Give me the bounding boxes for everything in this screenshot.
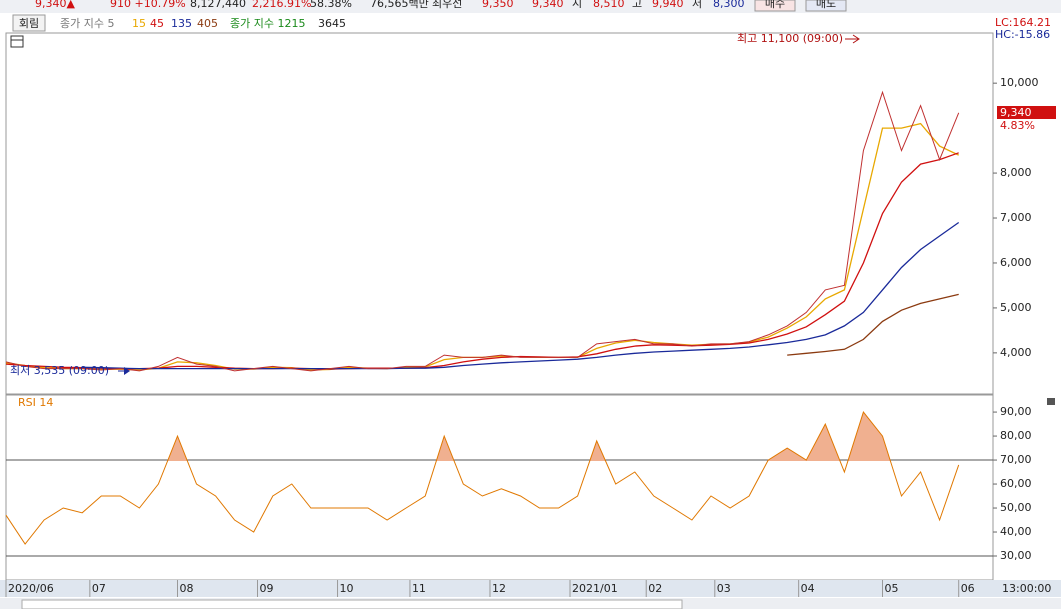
x-tick-label: 09 bbox=[260, 582, 274, 595]
low-arrow-head bbox=[124, 367, 130, 375]
y-tick-label: 30,00 bbox=[1000, 549, 1032, 562]
header-button-label[interactable]: 매도 bbox=[816, 0, 836, 10]
x-tick-label: 06 bbox=[961, 582, 975, 595]
legend-label: 종가 지수 5 bbox=[60, 17, 114, 30]
header-field: 2,216.91% bbox=[252, 0, 311, 10]
scrollbar[interactable] bbox=[21, 599, 683, 609]
header-field: 9,340▲ bbox=[35, 0, 75, 10]
moving-average bbox=[5, 122, 959, 371]
time-label: 13:00:00 bbox=[1002, 582, 1051, 595]
y-tick-label: 6,000 bbox=[1000, 256, 1032, 269]
x-axis-bar bbox=[0, 580, 1061, 597]
y-tick-label: 90,00 bbox=[1000, 405, 1032, 418]
legend-bar bbox=[0, 13, 1061, 33]
header-button[interactable] bbox=[754, 0, 796, 12]
header-field: 9,350 bbox=[482, 0, 514, 10]
x-tick-label: 02 bbox=[648, 582, 662, 595]
header-field: 8,127,440 bbox=[190, 0, 246, 10]
header-bar bbox=[0, 0, 1061, 13]
y-tick-label: 7,000 bbox=[1000, 211, 1032, 224]
legend-label: 15 bbox=[132, 17, 146, 30]
header-field: 고 bbox=[632, 0, 642, 10]
header-field: 시 bbox=[572, 0, 582, 10]
high-arrow bbox=[845, 34, 860, 44]
legend-label: 종가 지수 1215 bbox=[230, 17, 305, 30]
rsi-overbought-fill bbox=[167, 412, 891, 461]
y-tick-label: 40,00 bbox=[1000, 525, 1032, 538]
legend-label: 45 bbox=[150, 17, 164, 30]
moving-average bbox=[82, 221, 960, 370]
last-price: 9,340 bbox=[1000, 106, 1032, 119]
x-tick-label: 2021/01 bbox=[572, 582, 618, 595]
y-tick-label: 8,000 bbox=[1000, 166, 1032, 179]
rsi-panel bbox=[5, 394, 994, 581]
x-tick-label: 08 bbox=[179, 582, 193, 595]
x-tick-label: 05 bbox=[884, 582, 898, 595]
y-tick-label: 70,00 bbox=[1000, 453, 1032, 466]
header-field: 910 +10.79% bbox=[110, 0, 186, 10]
lc-label: LC:164.21 bbox=[995, 16, 1051, 29]
header-field: 58.38% bbox=[310, 0, 352, 10]
panel-title: RSI 14 bbox=[18, 396, 53, 409]
x-tick-label: 11 bbox=[412, 582, 426, 595]
y-tick-label: 10,000 bbox=[1000, 76, 1039, 89]
moving-average bbox=[787, 293, 959, 356]
header-field: 8,300 bbox=[713, 0, 745, 10]
low-annotation: 최저 3,535 (09:00) bbox=[10, 364, 109, 377]
hc-label: HC:-15.86 bbox=[995, 28, 1050, 41]
x-tick-label: 04 bbox=[801, 582, 815, 595]
panel-close[interactable] bbox=[1047, 398, 1055, 405]
button-label[interactable]: 회림 bbox=[19, 17, 39, 30]
y-tick-label: 50,00 bbox=[1000, 501, 1032, 514]
header-field: 76,565백만 bbox=[370, 0, 429, 10]
y-tick-label: 5,000 bbox=[1000, 301, 1032, 314]
x-tick-label: 10 bbox=[340, 582, 354, 595]
x-tick-label: 03 bbox=[717, 582, 731, 595]
x-tick-label: 12 bbox=[492, 582, 506, 595]
header-field: 최우선 bbox=[432, 0, 462, 10]
header-field: 8,510 bbox=[593, 0, 625, 10]
button[interactable] bbox=[12, 14, 46, 32]
y-tick-label: 60,00 bbox=[1000, 477, 1032, 490]
header-field: 9,940 bbox=[652, 0, 684, 10]
rsi-line bbox=[5, 411, 960, 545]
header-field: 저 bbox=[692, 0, 702, 10]
legend-label: 3645 bbox=[318, 17, 346, 30]
y-tick-label: 4,000 bbox=[1000, 346, 1032, 359]
header-field: 9,340 bbox=[532, 0, 564, 10]
header-button-label[interactable]: 매수 bbox=[765, 0, 785, 10]
header-button[interactable] bbox=[805, 0, 847, 12]
x-tick-label: 07 bbox=[92, 582, 106, 595]
price-line bbox=[5, 90, 960, 372]
high-annotation: 최고 11,100 (09:00) bbox=[737, 32, 843, 45]
x-tick-label: 2020/06 bbox=[8, 582, 54, 595]
table-icon[interactable] bbox=[10, 35, 24, 48]
last-price-box bbox=[997, 106, 1056, 119]
price-panel bbox=[5, 32, 994, 395]
legend-label: 405 bbox=[197, 17, 218, 30]
y-tick-label: 80,00 bbox=[1000, 429, 1032, 442]
change: 4.83% bbox=[1000, 119, 1035, 132]
legend-label: 135 bbox=[171, 17, 192, 30]
moving-average bbox=[5, 152, 959, 370]
